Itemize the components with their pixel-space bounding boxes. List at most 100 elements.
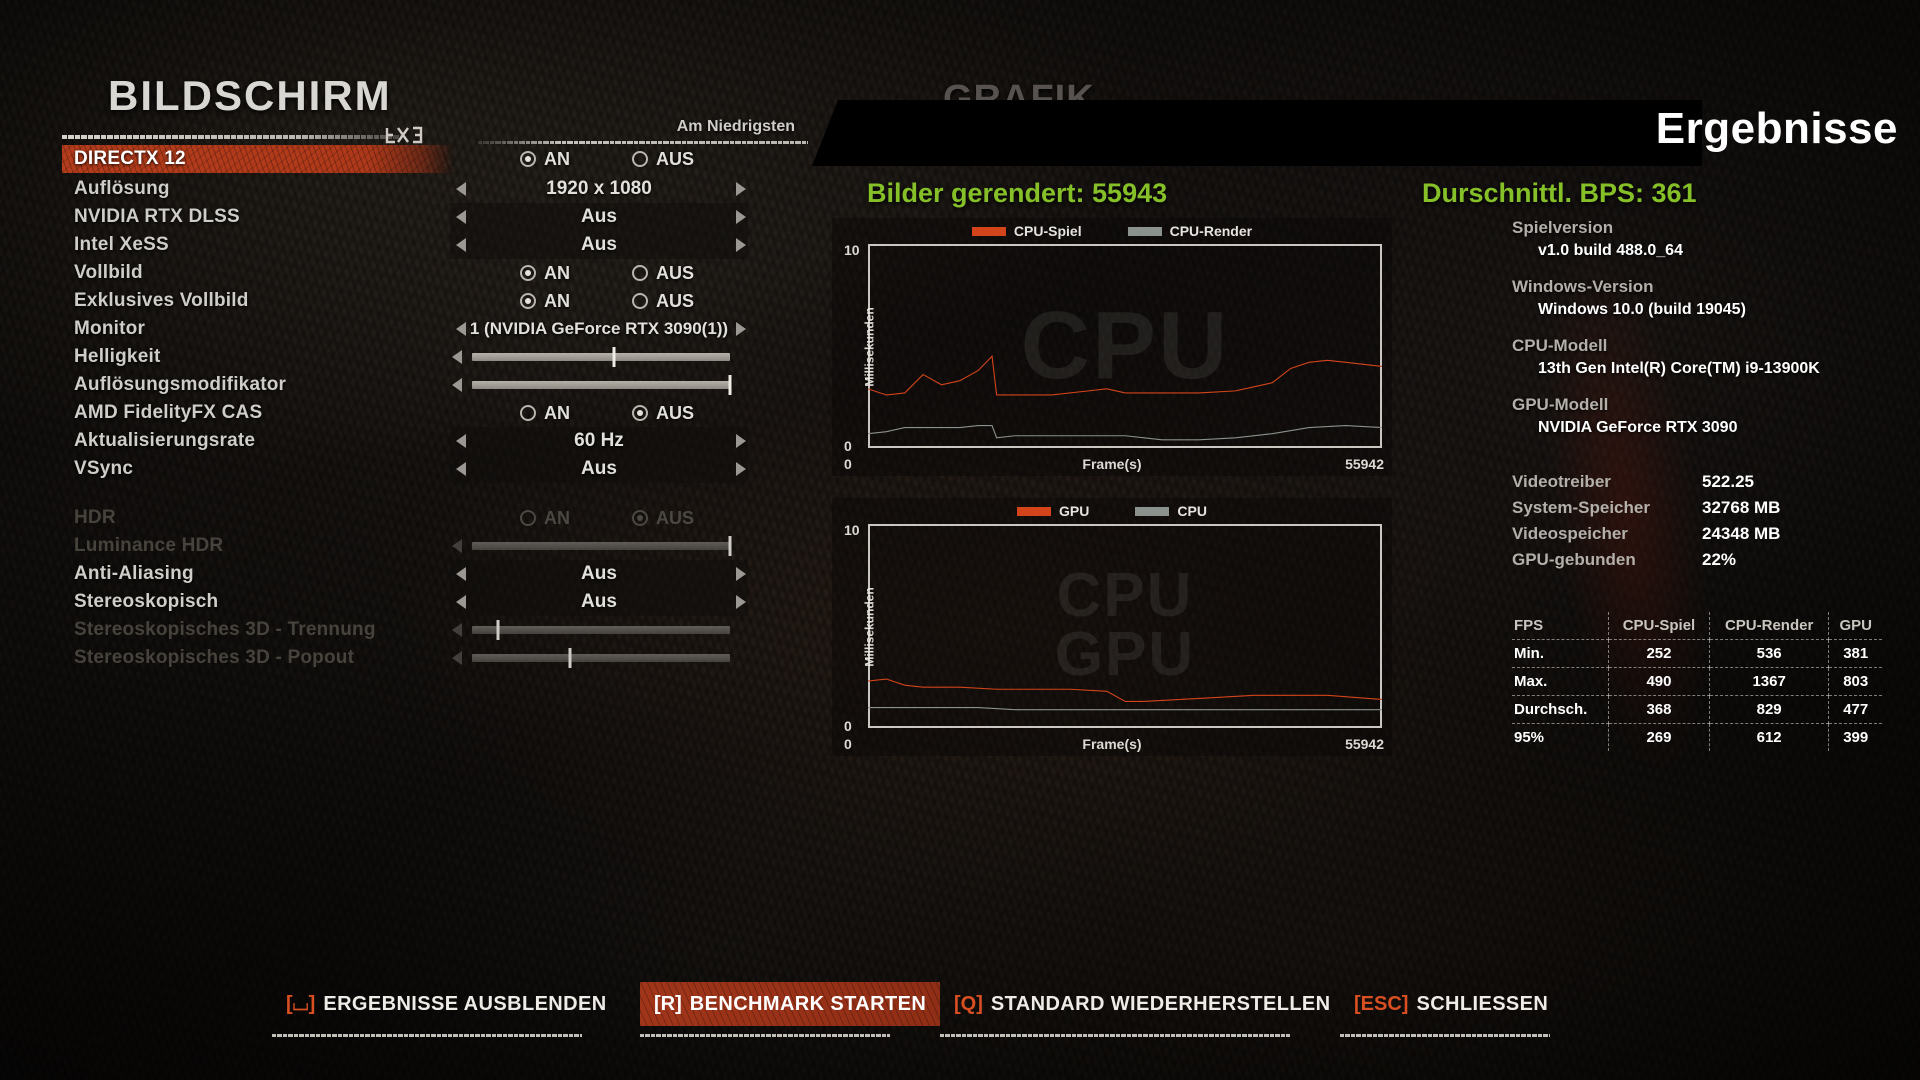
results-panel: Ergebnisse Bilder gerendert: 55943 Dursc… [812,100,1912,920]
radio-option-on[interactable]: AN [520,291,570,312]
hotkey-button[interactable]: [ESC] SCHLIESSEN [1340,982,1562,1026]
hotkey-button[interactable]: [R] BENCHMARK STARTEN [640,982,941,1026]
table-cell: 381 [1828,639,1882,668]
settings-option-row[interactable]: Intel XeSS [62,231,454,259]
slider-track[interactable] [472,375,732,395]
chevron-left-icon[interactable] [456,210,466,224]
radio-option-on[interactable]: AN [520,149,570,170]
on-off-radio-row[interactable]: AN AUS [450,145,748,173]
chevron-left-icon[interactable] [456,238,466,252]
legend-label: GPU [1059,503,1090,519]
value-selector-row[interactable]: Aus [450,231,748,259]
chevron-right-icon[interactable] [736,567,746,581]
hotkey-button[interactable]: [⌴] ERGEBNISSE AUSBLENDEN [272,982,621,1026]
series-line [868,356,1382,395]
settings-option-row[interactable]: NVIDIA RTX DLSS [62,203,454,231]
settings-option-row[interactable]: AMD FidelityFX CAS [62,399,454,427]
hotkey-underline [1340,1034,1550,1037]
chevron-left-icon[interactable] [456,567,466,581]
settings-option-row[interactable]: Anti-Aliasing [62,560,454,588]
table-cell: 477 [1828,695,1882,724]
x-axis-tick-left: 0 [844,736,852,752]
radio-option-off[interactable]: AUS [632,403,694,424]
chevron-left-icon[interactable] [456,595,466,609]
on-off-radio-row[interactable]: AN AUS [450,259,748,287]
chevron-left-icon[interactable] [456,434,466,448]
chevron-left-icon[interactable] [456,322,466,336]
slider-handle[interactable] [612,347,616,367]
radio-option-off[interactable]: AUS [632,291,694,312]
settings-option-row[interactable]: VSync [62,455,454,483]
table-cell: Max. [1512,667,1610,696]
system-info-key: CPU-Modell [1512,336,1608,355]
radio-option-on[interactable]: AN [520,403,570,424]
settings-option-row: HDR [62,504,454,532]
settings-option-label: DIRECTX 12 [74,148,186,169]
hotkey-key: [R] [654,992,682,1015]
radio-option-off[interactable]: AUS [632,263,694,284]
settings-option-label: Auflösungsmodifikator [74,374,287,395]
settings-option-row[interactable]: Vollbild [62,259,454,287]
value-selector-row[interactable]: Aus [450,455,748,483]
slider-handle[interactable] [728,536,732,556]
radio-dot-icon [632,405,648,421]
table-row: 95% 269 612 399 [1512,723,1882,751]
slider-row[interactable] [450,343,748,371]
settings-option-row[interactable]: Helligkeit [62,343,454,371]
title-divider [62,135,402,139]
radio-option-on: AN [520,508,570,529]
chevron-right-icon[interactable] [736,434,746,448]
chart-watermark: CPU GPU [1054,561,1196,689]
table-header-cell: CPU-Render [1709,612,1830,640]
on-off-radio-row[interactable]: AN AUS [450,287,748,315]
slider-handle[interactable] [496,620,500,640]
settings-option-row[interactable]: Stereoskopisch [62,588,454,616]
on-off-radio-row[interactable]: AN AUS [450,399,748,427]
slider-handle[interactable] [568,648,572,668]
chevron-right-icon[interactable] [736,238,746,252]
settings-option-row[interactable]: Auflösungsmodifikator [62,371,454,399]
value-selector-row[interactable]: 60 Hz [450,427,748,455]
radio-label: AN [544,507,570,528]
settings-option-label: Vollbild [74,262,143,283]
settings-option-row[interactable]: Monitor [62,315,454,343]
radio-option-off[interactable]: AUS [632,149,694,170]
settings-option-row[interactable]: Auflösung [62,175,454,203]
value-selector-row[interactable]: 1920 x 1080 [450,175,748,203]
radio-option-on[interactable]: AN [520,263,570,284]
settings-option-row[interactable]: Aktualisierungsrate [62,427,454,455]
chevron-right-icon[interactable] [736,322,746,336]
hotkey-button[interactable]: [Q] STANDARD WIEDERHERSTELLEN [940,982,1345,1026]
series-line [868,679,1382,701]
chevron-left-icon[interactable] [456,182,466,196]
settings-option-label: Luminance HDR [74,535,224,556]
chevron-left-icon[interactable] [456,462,466,476]
chevron-right-icon[interactable] [736,182,746,196]
settings-left-column: BILDSCHIRM DIRECTX 12 Auflösung NVIDIA RTX… [0,0,460,1080]
hotkey-label: BENCHMARK STARTEN [689,992,927,1015]
value-selector-row[interactable]: 1 (NVIDIA GeForce RTX 3090(1)) [450,315,748,343]
slider-track[interactable] [472,347,730,367]
chevron-right-icon[interactable] [736,210,746,224]
value-selector-row[interactable]: Aus [450,560,748,588]
slider-row[interactable] [450,371,748,399]
system-info-key: Videotreiber [1512,472,1611,491]
settings-option-row[interactable]: DIRECTX 12 [62,145,454,173]
value-selector-row[interactable]: Aus [450,588,748,616]
settings-option-row[interactable]: Exklusives Vollbild [62,287,454,315]
chevron-right-icon[interactable] [736,462,746,476]
value-text: 1 (NVIDIA GeForce RTX 3090(1)) [469,319,729,338]
system-info-list: Spielversion v1.0 build 488.0_64 Windows-V… [1512,218,1912,576]
radio-dot-icon [520,265,536,281]
gxo-glyph-icon [382,122,426,148]
table-header-cell: CPU-Spiel [1608,612,1710,640]
slider-handle[interactable] [728,375,732,395]
chevron-right-icon[interactable] [736,595,746,609]
system-info-pair: Videotreiber 522.25 [1512,472,1912,492]
chevron-left-icon[interactable] [452,350,462,364]
system-info-value: Windows 10.0 (build 19045) [1538,301,1746,318]
value-selector-row[interactable]: Aus [450,203,748,231]
settings-option-row: Luminance HDR [62,532,454,560]
chevron-left-icon[interactable] [452,378,462,392]
